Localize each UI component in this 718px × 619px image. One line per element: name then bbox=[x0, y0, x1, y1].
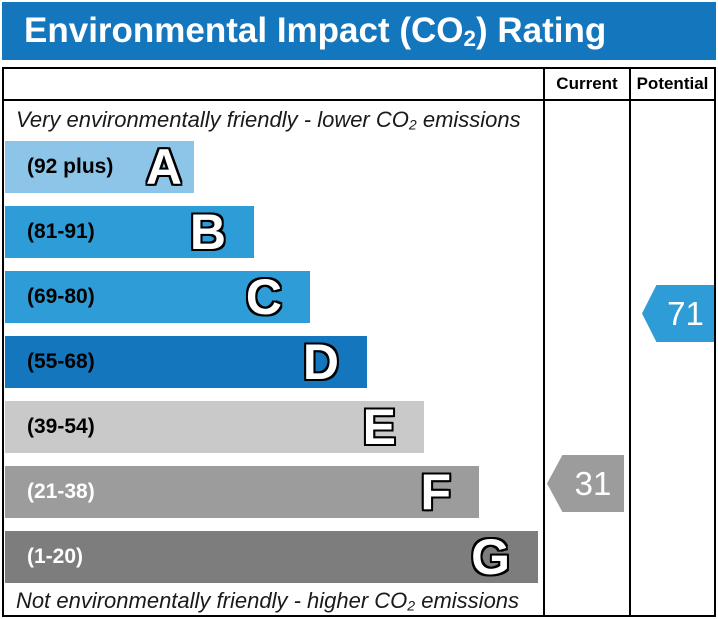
band-f-letter: F bbox=[420, 464, 451, 520]
band-c-range: (69-80) bbox=[27, 285, 95, 308]
top-caption: Very environmentally friendly - lower CO… bbox=[16, 107, 521, 133]
band-f: (21-38) F bbox=[5, 466, 479, 518]
band-a-letter: A bbox=[145, 139, 182, 195]
bottom-caption: Not environmentally friendly - higher CO… bbox=[16, 588, 519, 614]
page-title-prefix: Environmental Impact (CO bbox=[24, 11, 464, 50]
current-column-divider bbox=[543, 69, 545, 615]
band-b: (81-91) B bbox=[5, 206, 254, 258]
current-column-header: Current bbox=[556, 74, 618, 93]
current-rating-value: 31 bbox=[574, 465, 612, 502]
top-caption-subscript: 2 bbox=[408, 116, 417, 133]
band-c: (69-80) C bbox=[5, 271, 310, 323]
band-a-range: (92 plus) bbox=[27, 155, 114, 178]
page-title-suffix: ) Rating bbox=[475, 11, 607, 50]
band-d: (55-68) D bbox=[5, 336, 367, 388]
band-g-range: (1-20) bbox=[27, 545, 84, 568]
header-row-divider bbox=[4, 99, 714, 101]
band-f-range: (21-38) bbox=[27, 480, 95, 503]
rating-table: Current Potential Very environmentally f… bbox=[2, 67, 716, 617]
band-a: (92 plus) A bbox=[5, 141, 194, 193]
potential-column-divider bbox=[629, 69, 631, 615]
band-b-letter: B bbox=[189, 204, 226, 260]
bottom-caption-subscript: 2 bbox=[407, 597, 416, 614]
top-caption-suffix: emissions bbox=[416, 107, 521, 132]
potential-column-header: Potential bbox=[636, 74, 709, 93]
current-rating-arrow: 31 bbox=[547, 455, 624, 512]
band-d-letter: D bbox=[302, 334, 339, 390]
bottom-caption-prefix: Not environmentally friendly - higher CO bbox=[16, 588, 408, 613]
potential-rating-value: 71 bbox=[667, 295, 704, 332]
chart-title-bar: Environmental Impact (CO2) Rating bbox=[2, 2, 716, 60]
band-g: (1-20) G bbox=[5, 531, 538, 583]
top-caption-prefix: Very environmentally friendly - lower CO bbox=[16, 107, 409, 132]
band-b-range: (81-91) bbox=[27, 220, 95, 243]
page-title: Environmental Impact (CO2) Rating bbox=[24, 11, 606, 51]
band-d-range: (55-68) bbox=[27, 350, 95, 373]
band-c-letter: C bbox=[245, 269, 282, 325]
band-g-letter: G bbox=[471, 529, 510, 585]
page-title-subscript: 2 bbox=[463, 26, 476, 52]
band-e: (39-54) E bbox=[5, 401, 424, 453]
bottom-caption-suffix: emissions bbox=[415, 588, 520, 613]
band-e-letter: E bbox=[362, 399, 396, 455]
potential-rating-arrow: 71 bbox=[642, 285, 714, 342]
band-e-range: (39-54) bbox=[27, 415, 95, 438]
